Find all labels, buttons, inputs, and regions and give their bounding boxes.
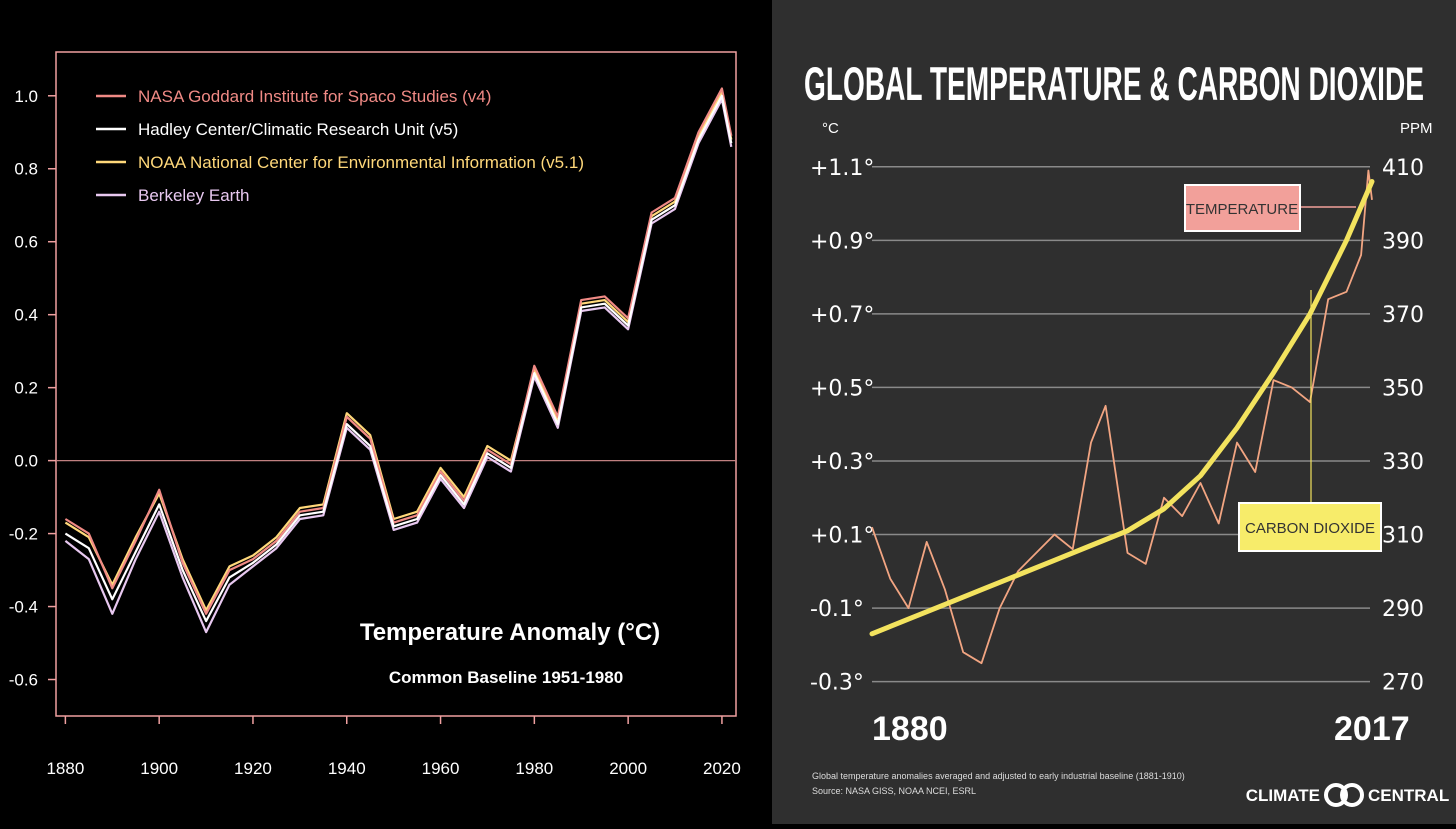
left-chart-panel: 1880 1900 1920 1940 1960 1980 2000 2020 1.0 0.8 0… — [8, 51, 741, 778]
right-y-tick-label: 290 — [1382, 597, 1424, 622]
left-y-tick-label: +0.9° — [810, 229, 874, 254]
right-y-tick-label: 370 — [1382, 303, 1424, 328]
right-y-tick-label: 310 — [1382, 524, 1424, 549]
chart-subtitle: Common Baseline 1951-1980 — [389, 668, 623, 687]
right-y-tick-label: 390 — [1382, 229, 1424, 254]
left-y-tick-label: +0.5° — [810, 376, 874, 401]
legend-label: NASA Goddard Institute for Spaco Studies… — [138, 87, 491, 106]
y-tick-label: 0.4 — [14, 306, 38, 325]
x-tick-label: 1960 — [422, 759, 460, 778]
x-start-label: 1880 — [872, 710, 948, 748]
chart-title: GLOBAL TEMPERATURE & CARBON DIOXIDE — [804, 57, 1424, 110]
footnote: Global temperature anomalies averaged an… — [812, 771, 1185, 781]
brand-climate: CLIMATE — [1246, 786, 1320, 805]
right-axis-unit: PPM — [1400, 120, 1433, 137]
x-tick-label: 2020 — [703, 759, 741, 778]
x-end-label: 2017 — [1334, 710, 1410, 748]
right-y-tick-label: 410 — [1382, 156, 1424, 181]
co2-label: CARBON DIOXIDE — [1245, 520, 1375, 537]
temperature-label-box — [1184, 184, 1301, 232]
x-tick-label: 1980 — [515, 759, 553, 778]
co2-line — [869, 179, 1375, 637]
temperature-label: TEMPERATURE — [1186, 201, 1298, 218]
x-tick-label: 1880 — [46, 759, 84, 778]
x-tick-label: 2000 — [609, 759, 647, 778]
right-chart-panel: GLOBAL TEMPERATURE & CARBON DIOXIDE °C P… — [772, 0, 1456, 824]
y-tick-label: 0.8 — [14, 160, 38, 179]
left-y-tick-label: +1.1° — [810, 156, 874, 181]
y-tick-label: 0.2 — [14, 379, 38, 398]
right-y-tick-label: 350 — [1382, 376, 1424, 401]
temperature-line — [871, 169, 1373, 665]
left-y-tick-label: -0.3° — [810, 671, 864, 696]
co2-label-box — [1238, 502, 1382, 552]
source-note: Source: NASA GISS, NOAA NCEI, ESRL — [812, 786, 976, 796]
left-y-tick-label: +0.3° — [810, 450, 874, 475]
x-tick-label: 1920 — [234, 759, 272, 778]
y-tick-label: 0.6 — [14, 233, 38, 252]
left-y-tick-label: -0.1° — [810, 597, 864, 622]
y-tick-label: -0.2 — [9, 525, 38, 544]
right-y-tick-label: 270 — [1382, 671, 1424, 696]
legend-label: Hadley Center/Climatic Research Unit (v5… — [138, 120, 458, 139]
right-y-tick-label: 330 — [1382, 450, 1424, 475]
series-line-giss — [64, 87, 733, 615]
left-y-tick-label: +0.7° — [810, 303, 874, 328]
x-tick-label: 1900 — [140, 759, 178, 778]
left-axis-unit: °C — [822, 120, 839, 137]
series-line-berkeley — [64, 98, 733, 634]
plot-frame — [55, 51, 737, 717]
chart-title: Temperature Anomaly (°C) — [360, 619, 660, 646]
legend-label: NOAA National Center for Environmental I… — [138, 153, 584, 172]
brand-central: CENTRAL — [1368, 786, 1449, 805]
temperature-anomaly-chart: 1880 1900 1920 1940 1960 1980 2000 2020 1.0 0.8 0… — [9, 51, 741, 778]
series-line-hadcrut — [64, 94, 733, 623]
temperature-co2-chart: GLOBAL TEMPERATURE & CARBON DIOXIDE °C P… — [804, 57, 1449, 807]
climate-central-logo-icon — [1324, 783, 1364, 807]
x-tick-label: 1940 — [328, 759, 366, 778]
y-tick-label: -0.4 — [9, 598, 38, 617]
legend-label: Berkeley Earth — [138, 186, 250, 205]
y-tick-label: -0.6 — [9, 671, 38, 690]
y-tick-label: 0.0 — [14, 452, 38, 471]
left-y-tick-label: +0.1° — [810, 524, 874, 549]
y-tick-label: 1.0 — [14, 87, 38, 106]
